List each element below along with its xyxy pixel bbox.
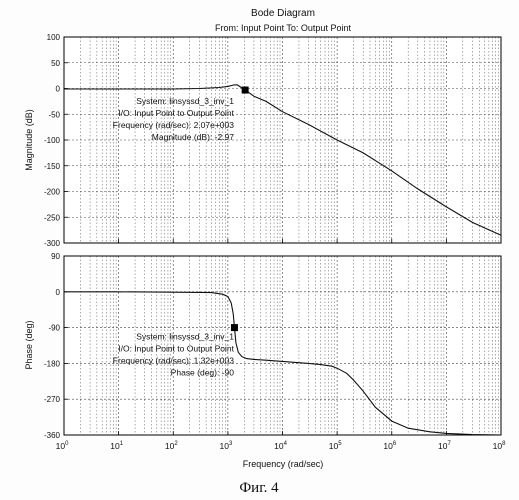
phase-datatip-line: System: linsyssd_3_inv_1 — [136, 332, 234, 342]
x-axis-label: Frequency (rad/sec) — [243, 459, 324, 469]
magnitude-ytick-label: -150 — [44, 162, 61, 171]
chart-subtitle: From: Input Point To: Output Point — [215, 23, 351, 33]
x-tick-label: 104 — [274, 441, 287, 451]
magnitude-ytick-label: -50 — [48, 110, 60, 119]
phase-ytick-label: -360 — [44, 431, 61, 440]
phase-ylabel: Phase (deg) — [24, 320, 34, 369]
magnitude-ytick-label: -200 — [44, 188, 61, 197]
magnitude-panel: 100 50 0 -50 -100 -150 -200 -250 -300 System: lin… — [44, 33, 501, 248]
magnitude-ylabel: Magnitude (dB) — [24, 109, 34, 171]
magnitude-ytick-label: 0 — [56, 85, 61, 94]
magnitude-ytick-label: 50 — [51, 59, 60, 68]
x-tick-label: 106 — [383, 441, 396, 451]
x-tick-label: 102 — [165, 441, 178, 451]
magnitude-datatip-line: I/O: Input Point to Output Point — [118, 108, 234, 118]
x-tick-label: 100 — [56, 441, 69, 451]
magnitude-datatip-line: Frequency (rad/sec): 2.07e+003 — [113, 120, 234, 130]
x-tick-label: 108 — [493, 441, 506, 451]
chart-title: Bode Diagram — [251, 8, 315, 19]
magnitude-ytick-label: -300 — [44, 239, 61, 248]
phase-ytick-label: -180 — [44, 359, 61, 368]
phase-ytick-label: 90 — [51, 252, 60, 261]
magnitude-datatip-marker — [242, 87, 249, 94]
phase-panel: 90 0 -90 -180 -270 -360 System: linsyssd_3_inv… — [44, 252, 501, 440]
phase-datatip-line: I/O: Input Point to Output Point — [118, 344, 234, 354]
phase-datatip-marker — [231, 324, 238, 331]
magnitude-ytick-label: -250 — [44, 213, 61, 222]
magnitude-datatip-line: Magnitude (dB): -2.97 — [152, 132, 234, 142]
phase-ytick-label: -90 — [48, 324, 60, 333]
x-tick-label: 103 — [219, 441, 232, 451]
phase-datatip-line: Frequency (rad/sec): 1.32e+003 — [113, 356, 234, 366]
x-tick-label: 107 — [438, 441, 451, 451]
magnitude-datatip-line: System: linsyssd_3_inv_1 — [136, 96, 234, 106]
phase-ytick-label: 0 — [56, 288, 61, 297]
phase-datatip-line: Phase (deg): -90 — [171, 368, 235, 378]
phase-ytick-label: -270 — [44, 395, 61, 404]
figure-caption: Фиг. 4 — [239, 480, 279, 496]
x-tick-label: 105 — [329, 441, 342, 451]
magnitude-ytick-label: -100 — [44, 136, 61, 145]
x-tick-label: 101 — [110, 441, 123, 451]
magnitude-ytick-label: 100 — [47, 33, 61, 42]
